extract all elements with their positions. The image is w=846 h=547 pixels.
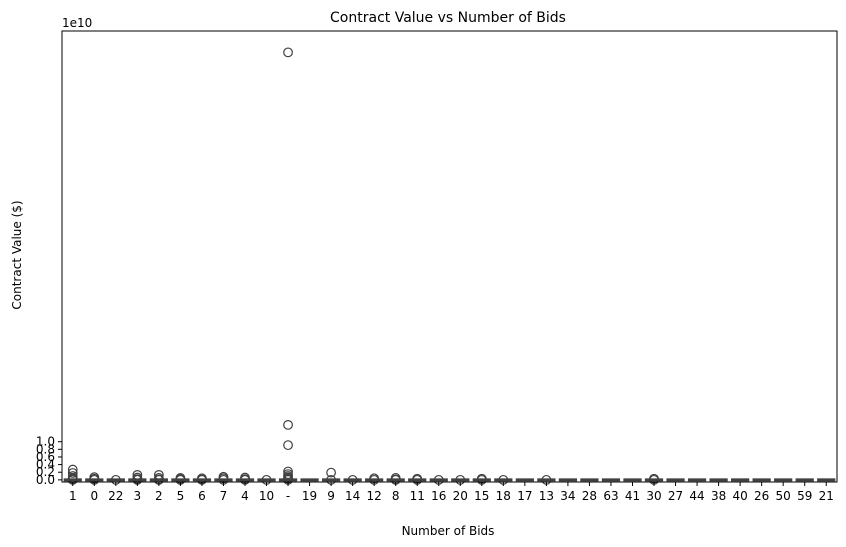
outlier-point-1 <box>67 468 78 478</box>
x-tick-label: 6 <box>198 489 206 503</box>
y-axis-offset-text: 1e10 <box>62 16 92 30</box>
x-tick-label: 10 <box>259 489 274 503</box>
x-tick-label: 13 <box>539 489 554 503</box>
x-tick-label: 9 <box>327 489 335 503</box>
x-tick-label: 38 <box>711 489 726 503</box>
x-tick-label: 21 <box>819 489 834 503</box>
x-axis-label: Number of Bids <box>402 524 495 538</box>
x-tick-label: 5 <box>177 489 185 503</box>
x-tick-label: 0 <box>90 489 98 503</box>
x-tick-label: 40 <box>732 489 747 503</box>
x-tick-label: 26 <box>754 489 769 503</box>
x-tick-label: 50 <box>776 489 791 503</box>
plot-area-frame <box>61 30 838 483</box>
outlier-point-- <box>283 440 293 451</box>
x-tick-label: 7 <box>220 489 228 503</box>
y-tick-label: 0.2 <box>36 465 55 479</box>
y-tick-label: 0.8 <box>36 442 55 456</box>
y-axis: 0.00.20.40.60.81.0 <box>36 435 62 487</box>
x-tick-label: 15 <box>474 489 489 503</box>
x-tick-label: - <box>286 489 290 503</box>
outlier-point-- <box>283 419 293 430</box>
x-tick-label: 44 <box>689 489 704 503</box>
x-tick-label: 30 <box>646 489 661 503</box>
x-tick-label: 28 <box>582 489 597 503</box>
x-tick-label: 14 <box>345 489 360 503</box>
box-elements <box>63 478 836 482</box>
y-tick-label: 1.0 <box>36 435 55 449</box>
y-tick-label: 0.4 <box>36 458 55 472</box>
x-tick-label: 8 <box>392 489 400 503</box>
x-tick-label: 17 <box>517 489 532 503</box>
x-tick-label: 18 <box>496 489 511 503</box>
x-tick-label: 11 <box>410 489 425 503</box>
x-tick-label: 1 <box>69 489 77 503</box>
outlier-point-- <box>283 47 293 58</box>
x-tick-label: 63 <box>603 489 618 503</box>
x-tick-label: 12 <box>367 489 382 503</box>
chart-title: Contract Value vs Number of Bids <box>330 10 566 26</box>
outlier-point-2 <box>153 470 164 480</box>
x-tick-label: 16 <box>431 489 446 503</box>
y-axis-label: Contract Value ($) <box>10 200 24 309</box>
x-tick-label: 3 <box>134 489 142 503</box>
y-tick-label: 0.6 <box>36 450 55 464</box>
outlier-point-9 <box>326 467 336 478</box>
outlier-point-3 <box>132 470 143 480</box>
x-tick-label: 19 <box>302 489 317 503</box>
x-axis: 1 0 22 3 2 5 6 7 4 10-19 9 14 12 8 11 16 20 15 18 17 13 34 28 6… <box>69 482 834 503</box>
x-tick-label: 41 <box>625 489 640 503</box>
x-tick-label: 22 <box>108 489 123 503</box>
x-tick-label: 27 <box>668 489 683 503</box>
x-tick-label: 2 <box>155 489 163 503</box>
x-tick-label: 59 <box>797 489 812 503</box>
outlier-points <box>67 47 659 485</box>
x-tick-label: 34 <box>560 489 575 503</box>
x-tick-label: 4 <box>241 489 249 503</box>
y-tick-label: 0.0 <box>36 473 55 487</box>
x-tick-label: 20 <box>453 489 468 503</box>
